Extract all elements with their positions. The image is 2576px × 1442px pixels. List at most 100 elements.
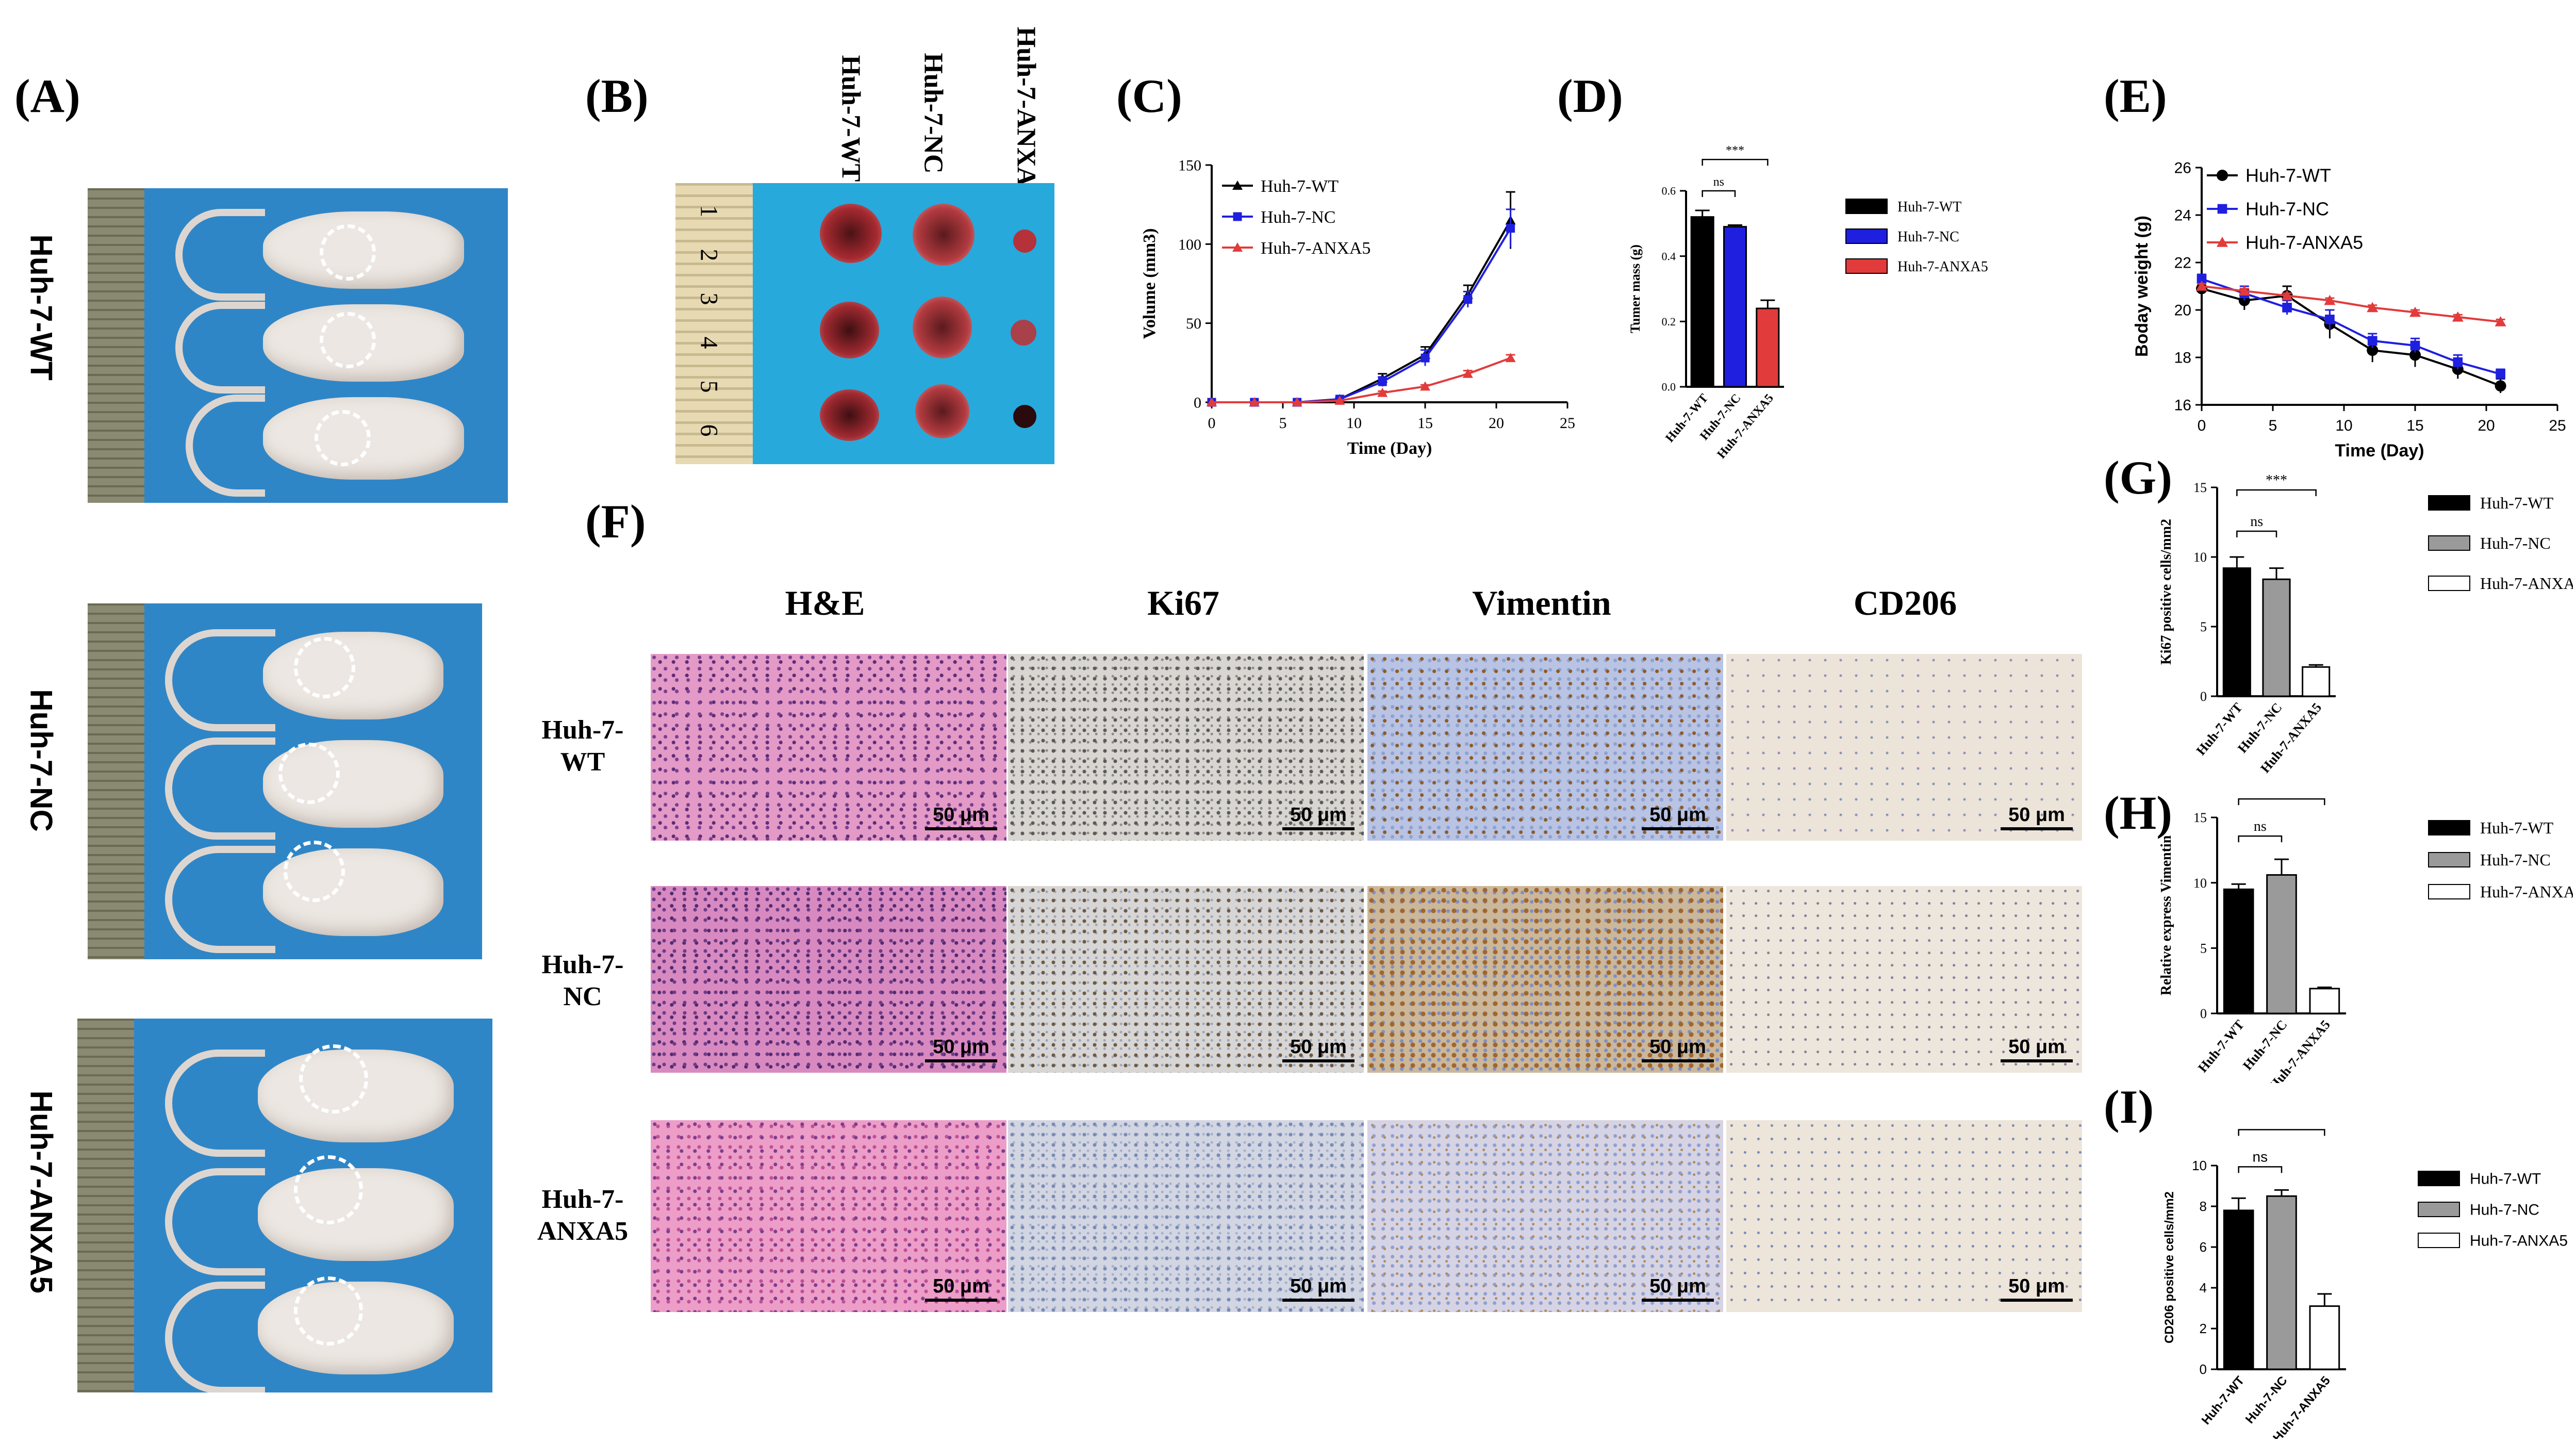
significance-label: ns (2254, 818, 2267, 834)
scale-bar-label: 50 μm (933, 1275, 989, 1297)
x-tick-label: 0 (2198, 417, 2206, 434)
scale-bar-label: 50 μm (1290, 804, 1347, 826)
bar (2262, 578, 2291, 697)
legend-swatch (2418, 1233, 2460, 1248)
data-point (2217, 237, 2228, 247)
y-axis-label: Ki67 positive cells/mm2 (2158, 519, 2174, 665)
ruler-number: 5 (695, 380, 723, 393)
y-tick-label: 22 (2174, 255, 2191, 272)
legend-swatch (1845, 199, 1888, 214)
x-tick-label: Huh-7-WT (2193, 700, 2245, 758)
panel-label-c: (C) (1116, 70, 1182, 122)
y-tick-label: 10 (2193, 550, 2207, 565)
legend-label: Huh-7-ANXA5 (2470, 1233, 2568, 1250)
scale-bar-label: 50 μm (1649, 804, 1706, 826)
significance-bracket (1702, 190, 1736, 197)
ihc-row-wt: Huh-7- WT (541, 715, 624, 777)
ihc-col-cd206: CD206 (1853, 583, 1957, 622)
y-axis-label: Relative express Vimentin (2158, 835, 2174, 995)
data-point (1505, 353, 1516, 363)
y-tick-label: 20 (2174, 302, 2191, 319)
bar (1756, 307, 1780, 388)
data-point (2196, 281, 2207, 291)
scale-bar-line (1642, 827, 1714, 830)
legend-label: Huh-7-WT (1261, 177, 1339, 196)
scale-bar-line (1282, 827, 1355, 830)
y-tick-label: 0 (2200, 1362, 2207, 1377)
y-tick-label: 2 (2200, 1321, 2207, 1336)
series-line (2201, 278, 2501, 375)
bar (2222, 567, 2251, 697)
significance-bracket (2238, 1129, 2325, 1136)
legend-swatch (2428, 852, 2470, 867)
panel-label-h: (H) (2104, 786, 2172, 839)
panel-label-g: (G) (2104, 451, 2172, 504)
legend-label: Huh-7-NC (2480, 534, 2551, 552)
legend-label: Huh-7-NC (2470, 1202, 2539, 1219)
ihc-row-nc: Huh-7- NC (541, 950, 624, 1012)
data-point (1463, 295, 1473, 304)
ihc-row-anxa5: Huh-7- ANXA5 (537, 1185, 629, 1247)
group-label-wt: Huh-7-WT (24, 234, 59, 381)
bar (2223, 888, 2254, 1014)
legend-swatch (2428, 884, 2470, 899)
data-point (1292, 397, 1302, 406)
scale-bar: 50 μm (1642, 804, 1714, 830)
scale-bar: 50 μm (925, 1275, 997, 1302)
panel-label-e: (E) (2104, 70, 2167, 122)
y-tick-label: 10 (2193, 876, 2207, 891)
data-point (2453, 357, 2463, 367)
group-label-anxa5: Huh-7-ANXA5 (24, 1090, 59, 1293)
data-point (2410, 340, 2420, 351)
legend-swatch (2428, 495, 2470, 511)
scale-bar-label: 50 μm (2008, 1275, 2065, 1297)
ihc-tile-cd206-wt: 50 μm (1726, 654, 2082, 841)
data-point (1378, 377, 1387, 386)
scale-bar: 50 μm (1282, 1036, 1355, 1062)
data-point (2367, 336, 2377, 346)
data-point (2217, 170, 2228, 181)
data-point (1506, 224, 1515, 233)
panel-label-d: (D) (1557, 70, 1623, 122)
ihc-tile-he-anxa5: 50 μm (651, 1120, 1006, 1312)
y-tick-label: 16 (2174, 397, 2191, 414)
legend-swatch (2428, 535, 2470, 551)
scale-bar: 50 μm (925, 1036, 997, 1062)
x-tick-label: Huh-7-WT (2199, 1373, 2248, 1427)
chart-c: 0 5 10 15 20 25 0 50 100 150 Time (Day) Volume (mm3… (1140, 157, 1575, 458)
scale-bar: 50 μm (2001, 804, 2073, 830)
tumor-col-label-nc: Huh-7-NC (918, 53, 948, 174)
scale-bar: 50 μm (1282, 804, 1355, 830)
group-label-nc: Huh-7-NC (24, 689, 59, 832)
ruler-number: 4 (695, 336, 723, 349)
chart-h: 0 5 10 15 Relative express Vimentin Huh-7-WT H… (2158, 794, 2573, 1083)
mouse-photo-wt (88, 188, 508, 503)
tumor-photo: 1 2 3 4 5 6 (675, 183, 1054, 464)
y-tick-label: 0.6 (1662, 185, 1676, 198)
legend-label: Huh-7-ANXA5 (1261, 239, 1370, 258)
ihc-tile-ki67-wt: 50 μm (1008, 654, 1364, 841)
series-line (2201, 287, 2501, 387)
scale-bar-line (1642, 1299, 1714, 1302)
x-axis-label: Time (Day) (1347, 439, 1432, 458)
legend-label: Huh-7-NC (2245, 199, 2329, 220)
legend-label: Huh-7-ANXA5 (2245, 232, 2363, 253)
data-point (1249, 397, 1260, 406)
scale-bar-label: 50 μm (1290, 1036, 1347, 1058)
data-point (2495, 380, 2506, 392)
legend-swatch (1845, 258, 1888, 274)
significance-label: *** (2271, 794, 2292, 797)
significance-bracket (2238, 1166, 2283, 1173)
y-tick-label: 15 (2193, 480, 2207, 495)
data-point (1462, 368, 1473, 378)
x-tick-label: 20 (1489, 415, 1504, 432)
scale-bar: 50 μm (1282, 1275, 1355, 1302)
scale-bar-label: 50 μm (1649, 1275, 1706, 1297)
ihc-tile-ki67-nc: 50 μm (1008, 886, 1364, 1073)
ihc-tile-cd206-nc: 50 μm (1726, 886, 2082, 1073)
legend-label: Huh-7-WT (2245, 165, 2331, 186)
x-tick-label: Huh-7-NC (2243, 1374, 2290, 1427)
ruler-number: 3 (695, 292, 723, 305)
legend-swatch (1845, 228, 1888, 244)
bar (2302, 666, 2331, 697)
